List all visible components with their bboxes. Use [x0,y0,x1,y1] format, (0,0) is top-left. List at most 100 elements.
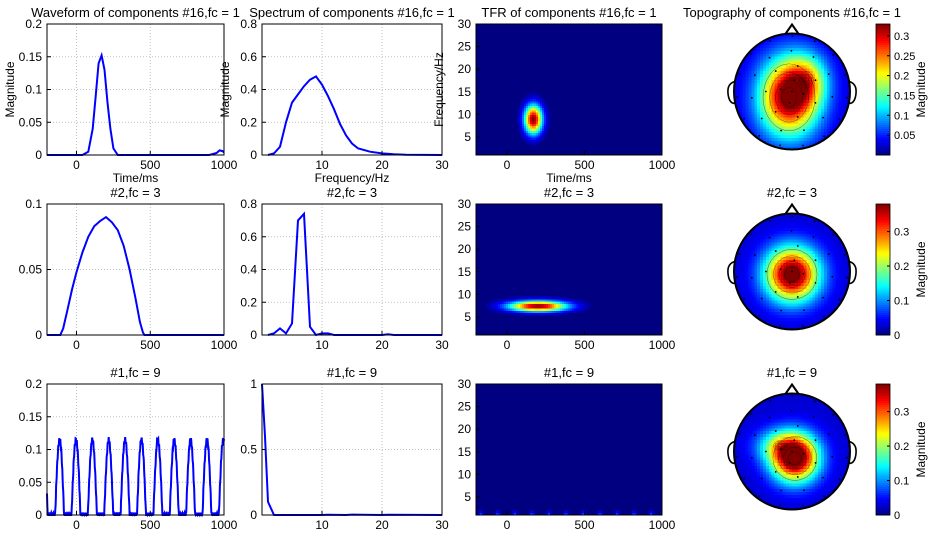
topo-cell [765,228,770,232]
heatmap-cell [542,100,545,104]
topo-cell [736,503,741,508]
topo-cell [745,59,749,63]
heatmap-cell [534,136,537,140]
topo-cell [821,259,825,264]
topo-cell [832,68,836,72]
heatmap-cell [532,96,535,100]
topo-cell [774,283,778,287]
topo-cell [754,503,758,508]
topo-cell [748,437,752,441]
topo-cell [757,277,761,281]
topo-cell [771,434,776,438]
heatmap-cell [528,296,531,300]
topo-cell [768,439,773,444]
topo-cell [751,303,755,307]
topo-cell [821,254,825,258]
heatmap-cell [492,301,495,304]
heatmap-cell [522,116,525,120]
topo-cell [745,480,749,484]
topo-cell [734,225,738,229]
topo-cell [748,503,752,508]
topo-cell [760,48,764,52]
topo-cell [792,326,796,330]
heatmap-cell [632,510,635,514]
topo-cell [789,82,793,87]
topo-cell [739,495,744,499]
topo-cell [763,251,767,255]
topo-cell [736,445,741,450]
topo-cell [844,259,848,264]
heatmap-cell [540,301,543,304]
topo-cell [826,309,831,313]
topo-cell [736,59,741,63]
topo-cell [763,71,767,75]
heatmap-cell [534,121,537,124]
heatmap-cell [558,310,561,314]
heatmap-cell [538,298,541,302]
topo-cell [786,225,790,229]
heatmap-cell [554,310,557,314]
topo-cell [765,71,770,75]
topo-cell [821,132,825,136]
topo-cell [783,42,787,46]
topo-cell [742,33,747,37]
topo-cell [765,74,770,78]
heatmap-cell [534,118,537,122]
topo-cell [763,79,767,84]
topo-cell [754,108,758,113]
topo-cell [823,45,828,49]
topo-cell [742,480,747,484]
topo-cell [800,79,805,84]
heatmap-cell [544,296,547,300]
topo-cell [760,437,764,441]
topo-cell [745,442,749,447]
topo-cell [797,62,802,66]
heatmap-cell [538,132,541,136]
heatmap-cell [536,98,539,102]
topo-cell [821,251,825,255]
x-tick-label: 20 [375,338,389,352]
topo-cell [768,489,773,493]
topo-cell [818,79,822,84]
heatmap-cell [528,125,531,129]
topo-cell [841,82,845,87]
topo-cell [763,489,767,493]
topo-cell [829,91,834,95]
topo-cell [780,283,784,287]
topo-cell [786,36,790,40]
topo-cell [751,82,755,87]
topo-cell [739,33,744,37]
topo-cell [763,422,767,426]
colorbar-segment [876,265,890,269]
topo-cell [771,286,776,290]
topo-cell [736,410,741,415]
topo-cell [841,291,845,296]
topo-cell [777,283,781,287]
topo-cell [821,36,825,40]
topo-cell [792,143,796,148]
colorbar-segment [876,281,890,285]
topo-cell [809,222,813,226]
topo-cell [838,277,842,281]
topo-cell [797,91,802,95]
topo-cell [739,413,744,418]
topo-cell [771,399,776,403]
topo-cell [751,77,755,81]
topo-cell [771,56,776,61]
topo-cell [826,50,831,55]
heatmap-cell [560,312,563,316]
topo-cell [821,288,825,293]
topo-cell [739,91,744,95]
topo-cell [777,88,781,92]
topo-cell [734,309,738,313]
topo-cell [768,79,773,84]
topo-cell [835,94,839,98]
topo-cell [771,497,776,502]
heatmap-cell [504,303,507,307]
topo-cell [739,451,744,455]
topo-cell [768,297,773,301]
topo-cell [777,94,781,98]
topo-cell [774,408,778,412]
heatmap-cell [574,307,577,311]
topo-cell [847,137,850,142]
